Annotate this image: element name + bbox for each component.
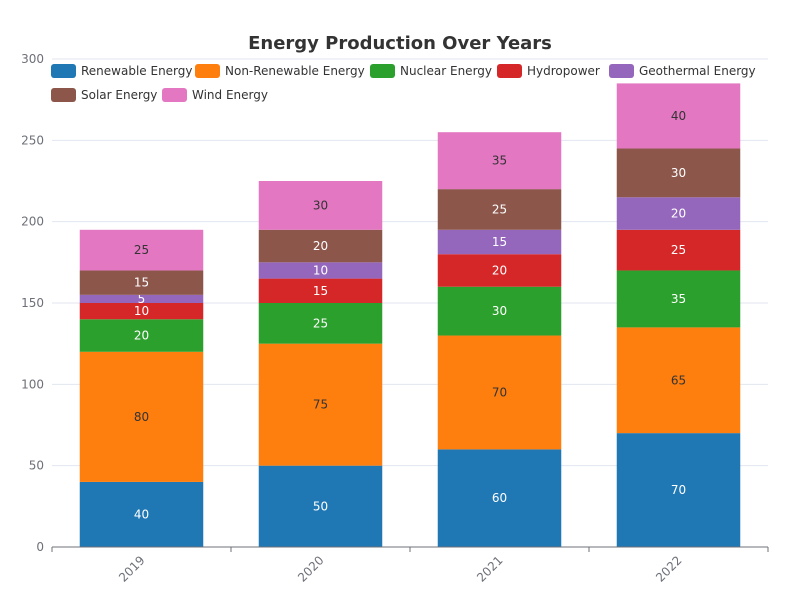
data-label: 35 bbox=[492, 154, 507, 168]
bar-segment bbox=[616, 83, 741, 149]
bar-segment bbox=[437, 254, 562, 287]
y-tick-label: 0 bbox=[36, 540, 44, 554]
y-tick-label: 50 bbox=[29, 459, 44, 473]
bar-segment bbox=[258, 229, 383, 263]
bar-segment bbox=[258, 465, 383, 547]
bar-segment bbox=[437, 229, 562, 255]
legend-item-label[interactable]: Wind Energy bbox=[192, 88, 268, 102]
data-label: 15 bbox=[313, 284, 328, 298]
legend-item-label[interactable]: Nuclear Energy bbox=[400, 64, 492, 78]
bar-segment bbox=[616, 270, 741, 328]
legend-item-label[interactable]: Hydropower bbox=[527, 64, 600, 78]
bar-segment bbox=[616, 229, 741, 271]
bar-segment bbox=[437, 132, 562, 190]
legend-item-label[interactable]: Solar Energy bbox=[81, 88, 157, 102]
y-tick-label: 300 bbox=[21, 52, 44, 66]
x-tick-label: 2021 bbox=[474, 553, 505, 584]
data-label: 25 bbox=[492, 202, 507, 216]
data-label: 20 bbox=[134, 329, 149, 343]
data-label: 5 bbox=[138, 292, 146, 306]
data-label: 15 bbox=[134, 276, 149, 290]
bar-segment bbox=[79, 319, 204, 352]
bar-segment bbox=[79, 229, 204, 271]
bar-segment bbox=[437, 449, 562, 547]
data-label: 80 bbox=[134, 410, 149, 424]
data-label: 15 bbox=[492, 235, 507, 249]
legend-item-label[interactable]: Non-Renewable Energy bbox=[225, 64, 365, 78]
legend: Renewable Energy Non-Renewable Energy Nucl… bbox=[51, 64, 756, 102]
bar-segment bbox=[79, 294, 204, 303]
bar-segment bbox=[258, 278, 383, 303]
data-label: 20 bbox=[313, 239, 328, 253]
legend-swatch[interactable] bbox=[162, 88, 187, 102]
legend-item-label[interactable]: Geothermal Energy bbox=[639, 64, 756, 78]
y-tick-label: 250 bbox=[21, 133, 44, 147]
bar-segment bbox=[258, 262, 383, 279]
bar-segment bbox=[437, 189, 562, 230]
bar-segment bbox=[79, 270, 204, 295]
legend-swatch[interactable] bbox=[497, 64, 522, 78]
data-label: 25 bbox=[313, 316, 328, 330]
legend-swatch[interactable] bbox=[370, 64, 395, 78]
data-label: 30 bbox=[492, 304, 507, 318]
bar-segment bbox=[258, 343, 383, 466]
bar-segment bbox=[79, 303, 204, 320]
legend-swatch[interactable] bbox=[51, 88, 76, 102]
y-tick-label: 100 bbox=[21, 377, 44, 391]
data-label: 65 bbox=[671, 373, 686, 387]
data-label: 40 bbox=[671, 109, 686, 123]
data-label: 75 bbox=[313, 398, 328, 412]
data-label: 35 bbox=[671, 292, 686, 306]
bar-segment bbox=[437, 335, 562, 450]
data-label: 30 bbox=[671, 166, 686, 180]
legend-swatch[interactable] bbox=[195, 64, 220, 78]
legend-swatch[interactable] bbox=[609, 64, 634, 78]
data-label: 20 bbox=[492, 263, 507, 277]
data-label: 40 bbox=[134, 507, 149, 521]
bar-segment bbox=[616, 148, 741, 198]
data-label: 20 bbox=[671, 207, 686, 221]
x-tick-label: 2022 bbox=[653, 553, 684, 584]
data-label: 60 bbox=[492, 491, 507, 505]
bar-segment bbox=[437, 286, 562, 336]
x-tick-label: 2019 bbox=[116, 553, 147, 584]
data-label: 30 bbox=[313, 198, 328, 212]
legend-item-label[interactable]: Renewable Energy bbox=[81, 64, 193, 78]
bar-segment bbox=[258, 181, 383, 230]
bar-segment bbox=[258, 303, 383, 344]
bar-segment bbox=[79, 351, 204, 482]
data-label: 70 bbox=[671, 483, 686, 497]
bar-segment bbox=[616, 327, 741, 434]
data-label: 70 bbox=[492, 385, 507, 399]
legend-swatch[interactable] bbox=[51, 64, 76, 78]
bar-segment bbox=[616, 197, 741, 230]
data-label: 25 bbox=[671, 243, 686, 257]
chart-title: Energy Production Over Years bbox=[248, 33, 552, 54]
bar-segment bbox=[79, 481, 204, 547]
y-tick-label: 200 bbox=[21, 215, 44, 229]
x-tick-label: 2020 bbox=[295, 553, 326, 584]
data-label: 10 bbox=[313, 263, 328, 277]
data-label: 25 bbox=[134, 243, 149, 257]
y-tick-label: 150 bbox=[21, 296, 44, 310]
data-label: 50 bbox=[313, 499, 328, 513]
bar-segment bbox=[616, 433, 741, 547]
bars: 4080201051525507525151020306070302015253… bbox=[79, 83, 741, 547]
data-label: 10 bbox=[134, 304, 149, 318]
